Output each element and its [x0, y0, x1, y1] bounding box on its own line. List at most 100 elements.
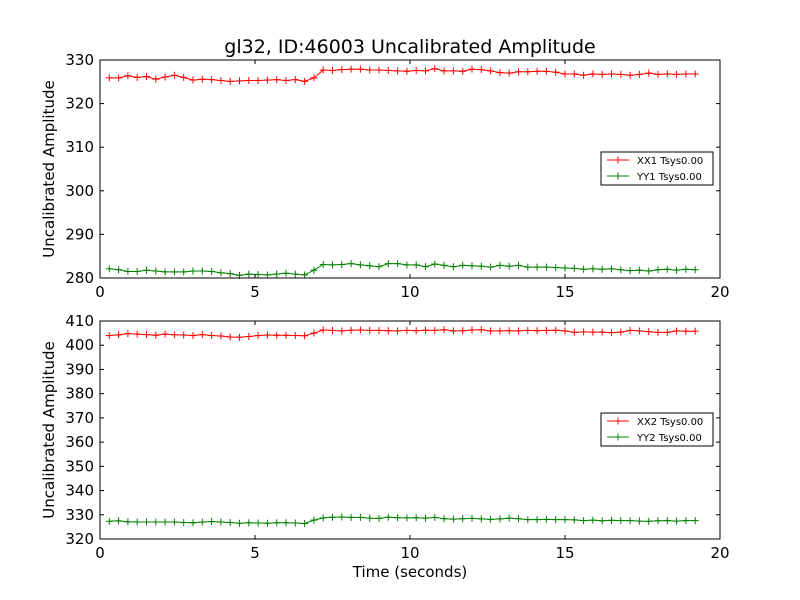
- top-plot-series-1-point: [459, 67, 467, 75]
- bottom-plot-series-2-point: [449, 515, 457, 523]
- bottom-plot-legend-label: YY2 Tsys0.00: [636, 433, 702, 444]
- bottom-plot-series-1-point: [263, 331, 271, 339]
- bottom-plot-series-1-point: [115, 331, 123, 339]
- bottom-plot-series-2-point: [105, 517, 113, 525]
- top-plot-series-1-point: [617, 70, 625, 78]
- top-plot-series-2-point: [319, 260, 327, 268]
- bottom-plot-series-1-point: [617, 328, 625, 336]
- top-plot-series-2-point: [245, 270, 253, 278]
- bottom-plot-series-2-point: [663, 517, 671, 525]
- bottom-plot-series-1-point: [338, 327, 346, 335]
- bottom-plot-series-2-point: [208, 518, 216, 526]
- top-plot-series-1-point: [561, 70, 569, 78]
- top-plot-series-1-point: [403, 67, 411, 75]
- bottom-plot-series-1-point: [198, 331, 206, 339]
- bottom-plot-x-tick-label: 20: [710, 544, 729, 562]
- bottom-plot-y-tick-label: 340: [65, 482, 94, 500]
- top-plot-series-1-point: [180, 73, 188, 81]
- bottom-plot-series-2-point: [394, 514, 402, 522]
- top-plot-series-2-point: [254, 271, 262, 279]
- top-plot-series-1-point: [487, 67, 495, 75]
- bottom-plot-y-tick-label: 380: [65, 385, 94, 403]
- top-plot-series-2-point: [124, 267, 132, 275]
- bottom-plot-series-1-point: [394, 327, 402, 335]
- top-plot-series-2-point: [431, 260, 439, 268]
- bottom-plot-series-2-point: [496, 515, 504, 523]
- bottom-plot-series-2-point: [487, 515, 495, 523]
- top-plot-series-1-point: [189, 76, 197, 84]
- bottom-plot-y-tick-label: 400: [65, 336, 94, 354]
- top-plot-series-2-point: [626, 267, 634, 275]
- top-plot-legend-box: [600, 151, 714, 186]
- bottom-plot-series-2-point: [580, 517, 588, 525]
- top-plot-series-2-point: [403, 261, 411, 269]
- top-plot-series-1-point: [477, 66, 485, 74]
- bottom-plot-series-2-point: [273, 519, 281, 527]
- top-plot-series-2-point: [505, 262, 513, 270]
- top-plot-series-1-point: [170, 71, 178, 79]
- bottom-plot-y-tick-label: 320: [65, 530, 94, 548]
- top-plot-series-2-point: [496, 261, 504, 269]
- bottom-plot-series-1-point: [691, 327, 699, 335]
- bottom-plot-series-1-point: [524, 326, 532, 334]
- bottom-plot-series-2-point: [524, 516, 532, 524]
- top-plot-series-1-point: [152, 75, 160, 83]
- bottom-plot-y-tick-label: 410: [65, 312, 94, 330]
- bottom-plot-series-2-point: [422, 514, 429, 522]
- bottom-plot-series-2-point: [654, 517, 662, 525]
- bottom-plot-series-1-point: [356, 326, 364, 334]
- bottom-plot-series-1-point: [673, 327, 681, 335]
- bottom-plot-series-2-point: [598, 517, 606, 525]
- top-plot-series-2-point: [170, 268, 178, 276]
- top-plot-series-1-point: [663, 70, 671, 78]
- top-plot-series-1-point: [524, 68, 532, 76]
- top-plot-series-1-point: [124, 72, 132, 80]
- bottom-plot-series-1-point: [366, 326, 374, 334]
- top-plot-x-tick-label: 5: [250, 283, 260, 301]
- bottom-plot-series-2-point: [347, 513, 355, 521]
- top-plot-y-tick-label: 330: [65, 51, 94, 69]
- bottom-plot-series-2-point: [570, 516, 578, 524]
- top-plot-series-1-point: [468, 65, 476, 73]
- bottom-plot-series-2-point: [626, 517, 634, 525]
- top-plot-series-1-point: [673, 70, 681, 78]
- bottom-plot-series-2-point: [608, 516, 615, 524]
- bottom-plot-series-1-point: [608, 329, 615, 337]
- top-plot-series-1-point: [161, 73, 169, 81]
- top-plot-series-2-point: [533, 263, 541, 271]
- bottom-plot-legend-label: XX2 Tsys0.00: [637, 417, 703, 428]
- top-plot-series-2-point: [310, 266, 318, 274]
- bottom-plot-series-1-point: [124, 330, 132, 338]
- bottom-plot-series-2-point: [170, 518, 178, 526]
- bottom-plot-series-1-point: [459, 327, 467, 335]
- top-plot-series-2-point: [608, 265, 615, 273]
- top-plot-series-1-point: [356, 65, 364, 73]
- top-plot-series-2-point: [412, 261, 420, 269]
- top-plot-series-2-point: [226, 270, 234, 278]
- top-plot-series-2-point: [152, 267, 160, 275]
- top-plot-series-2-point: [598, 265, 606, 273]
- bottom-plot-series-1-point: [635, 327, 643, 335]
- top-plot-series-2-point: [301, 271, 309, 279]
- bottom-plot-series-2-point: [533, 516, 541, 524]
- bottom-plot-series-1-point: [347, 326, 355, 334]
- top-plot-series-1-point: [236, 77, 243, 85]
- bottom-plot-series-1-point: [449, 327, 457, 335]
- chart-title: gl32, ID:46003 Uncalibrated Amplitude: [224, 36, 595, 58]
- bottom-plot-series-1-point: [515, 327, 522, 335]
- bottom-plot-series-1-point: [422, 326, 429, 334]
- bottom-plot-series-1-point: [654, 328, 662, 336]
- bottom-plot-series-1-point: [496, 327, 504, 335]
- top-plot-series-2-point: [133, 267, 141, 275]
- top-plot-series-2-point: [115, 266, 123, 274]
- top-plot-series-2-point: [654, 266, 662, 274]
- top-plot-legend-entry: YY1 Tsys0.00: [607, 172, 702, 183]
- bottom-plot-series-2-point: [263, 519, 271, 527]
- top-plot-series-2-point: [524, 263, 532, 271]
- bottom-plot-series-1-point: [561, 327, 569, 335]
- top-plot-series-2-point: [329, 261, 336, 269]
- top-plot-series-1-point: [273, 76, 281, 84]
- bottom-plot-series-2-point: [691, 517, 699, 525]
